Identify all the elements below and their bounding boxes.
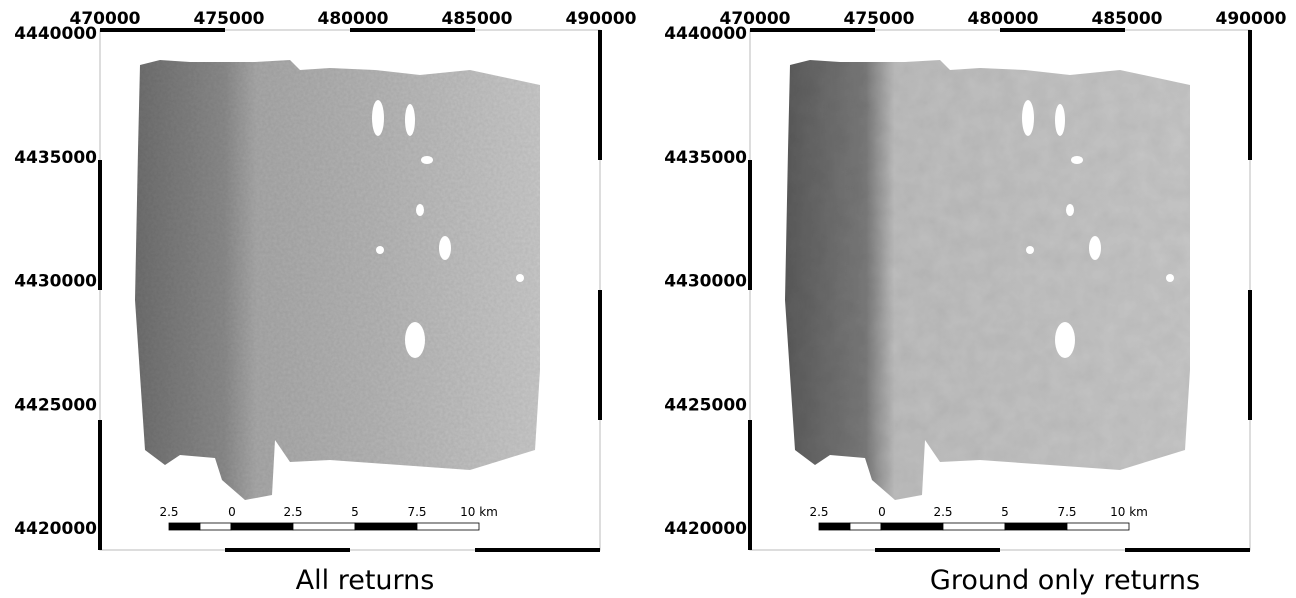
water-void <box>405 104 415 136</box>
scale-bar-segment <box>1067 523 1129 530</box>
scale-bar-segment <box>293 523 355 530</box>
scale-label: 5 <box>351 505 359 519</box>
water-void <box>1066 204 1074 216</box>
scale-label: 2.5 <box>283 505 302 519</box>
y-tick-label: 4440000 <box>14 24 97 44</box>
y-tick-label: 4420000 <box>14 519 97 539</box>
scale-label: 2.5 <box>933 505 952 519</box>
scale-bar-segment <box>943 523 1005 530</box>
water-void <box>516 274 524 282</box>
y-tick-label: 4420000 <box>664 519 747 539</box>
scale-bar-segment <box>231 523 293 530</box>
scale-bar-segment <box>417 523 479 530</box>
y-tick-label: 4425000 <box>14 395 97 415</box>
water-void <box>1026 246 1034 254</box>
water-void <box>1071 156 1083 164</box>
scale-bar-segment <box>850 523 881 530</box>
scale-label: 7.5 <box>1057 505 1076 519</box>
y-tick-label: 4430000 <box>14 272 97 292</box>
y-tick-label: 4440000 <box>664 24 747 44</box>
y-tick-label: 4435000 <box>664 148 747 168</box>
scale-label: 10 km <box>1110 505 1148 519</box>
x-tick-label: 485000 <box>442 9 513 29</box>
x-tick-label: 490000 <box>566 9 637 29</box>
scale-label: 10 km <box>460 505 498 519</box>
scale-label: 2.5 <box>809 505 828 519</box>
y-tick-label: 4425000 <box>664 395 747 415</box>
scale-label: 7.5 <box>407 505 426 519</box>
water-void <box>1022 100 1034 136</box>
water-void <box>1055 104 1065 136</box>
scale-label: 5 <box>1001 505 1009 519</box>
scale-bar-segment <box>1005 523 1067 530</box>
scale-bar-segment <box>200 523 231 530</box>
scale-label: 2.5 <box>159 505 178 519</box>
x-tick-label: 485000 <box>1092 9 1163 29</box>
y-tick-label: 4430000 <box>664 272 747 292</box>
scale-bar-segment <box>881 523 943 530</box>
x-tick-label: 480000 <box>968 9 1039 29</box>
hillshade-raster <box>785 60 1190 500</box>
hillshade-raster <box>135 60 540 500</box>
water-void <box>1089 236 1101 260</box>
caption: All returns <box>296 565 435 596</box>
water-void <box>416 204 424 216</box>
x-tick-label: 475000 <box>194 9 265 29</box>
water-void <box>1166 274 1174 282</box>
scale-label: 0 <box>878 505 886 519</box>
scale-bar-segment <box>819 523 850 530</box>
water-void <box>376 246 384 254</box>
x-tick-label: 480000 <box>318 9 389 29</box>
x-tick-label: 490000 <box>1216 9 1287 29</box>
water-void <box>1055 322 1075 358</box>
y-tick-label: 4435000 <box>14 148 97 168</box>
water-void <box>372 100 384 136</box>
water-void <box>405 322 425 358</box>
x-tick-label: 475000 <box>844 9 915 29</box>
water-void <box>421 156 433 164</box>
caption: Ground only returns <box>930 565 1200 596</box>
scale-bar-segment <box>355 523 417 530</box>
water-void <box>439 236 451 260</box>
figure: 4700004750004800004850004900004440000443… <box>0 0 1296 598</box>
scale-bar-segment <box>169 523 200 530</box>
scale-label: 0 <box>228 505 236 519</box>
